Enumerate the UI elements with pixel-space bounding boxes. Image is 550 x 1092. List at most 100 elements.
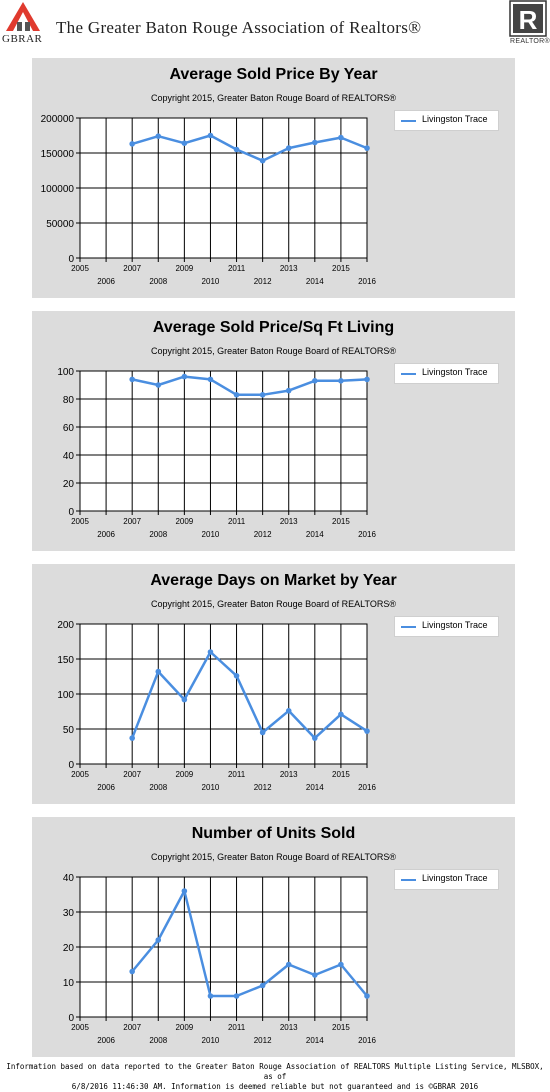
data-point (155, 382, 162, 388)
data-point (129, 376, 135, 383)
x-tick-label: 2011 (228, 517, 246, 526)
x-tick-label: 2014 (306, 1036, 324, 1045)
series-line (131, 650, 368, 740)
x-tick-label: 2013 (280, 264, 298, 273)
x-tick-label: 2005 (71, 770, 89, 779)
line-chart: 2005200620072008200920102011201220132014… (63, 873, 377, 1045)
legend-line-swatch (401, 879, 416, 881)
data-point (364, 993, 370, 999)
association-title: The Greater Baton Rouge Association of R… (56, 18, 422, 37)
y-tick-label: 40 (63, 451, 75, 462)
chart-subtitle: Copyright 2015, Greater Baton Rouge Boar… (151, 346, 396, 356)
y-tick-label: 10 (63, 978, 75, 989)
data-point (338, 961, 344, 968)
data-point (285, 708, 292, 714)
plot-border (79, 117, 368, 259)
data-point (155, 668, 162, 675)
realtor-logo[interactable]: R REALTOR® (509, 0, 550, 48)
x-tick-label: 2010 (202, 277, 220, 286)
chart-subtitle: Copyright 2015, Greater Baton Rouge Boar… (151, 852, 396, 862)
realtor-logo-text: REALTOR® (510, 38, 550, 45)
data-point (364, 145, 370, 151)
legend-line-swatch (401, 626, 416, 628)
x-tick-label: 2013 (280, 517, 298, 526)
data-point (338, 378, 344, 384)
x-tick-label: 2016 (358, 530, 376, 539)
x-tick-label: 2015 (332, 517, 350, 526)
x-tick-label: 2007 (123, 770, 141, 779)
y-tick-label: 100 (57, 367, 74, 378)
line-chart: 2005200620072008200920102011201220132014… (41, 114, 377, 286)
x-tick-label: 2012 (254, 277, 272, 286)
chart-title: Number of Units Sold (191, 825, 356, 842)
data-point (233, 673, 240, 679)
data-point (285, 145, 292, 151)
x-tick-label: 2016 (358, 783, 376, 792)
data-point (207, 132, 214, 139)
y-tick-label: 20 (63, 479, 75, 490)
data-point (364, 728, 370, 734)
x-tick-label: 2009 (175, 264, 193, 273)
svg-text:R: R (519, 5, 538, 35)
x-tick-label: 2008 (149, 277, 167, 286)
data-point (364, 376, 370, 383)
data-point (338, 134, 344, 141)
x-tick-label: 2009 (175, 770, 193, 779)
x-tick-label: 2007 (123, 517, 141, 526)
x-tick-label: 2016 (358, 277, 376, 286)
x-tick-label: 2011 (228, 1023, 246, 1032)
x-tick-label: 2006 (97, 277, 115, 286)
x-tick-label: 2008 (149, 530, 167, 539)
chart-legend: Livingston Trace (394, 110, 499, 131)
y-tick-label: 200000 (41, 114, 75, 125)
plot-border (79, 623, 368, 765)
data-point (181, 696, 188, 703)
gbrar-logo[interactable]: GBRAR (0, 0, 52, 48)
y-tick-label: 80 (63, 395, 75, 406)
chart-legend: Livingston Trace (394, 363, 499, 384)
legend-label: Livingston Trace (422, 873, 488, 883)
gbrar-logo-icon (6, 2, 40, 31)
y-tick-label: 20 (63, 943, 75, 954)
y-tick-label: 0 (68, 507, 74, 518)
y-tick-label: 40 (63, 873, 75, 884)
x-tick-label: 2012 (254, 1036, 272, 1045)
legend-label: Livingston Trace (422, 114, 488, 124)
header: GBRAR The Greater Baton Rouge Associatio… (0, 0, 550, 48)
data-point (233, 993, 240, 999)
gbrar-logo-text: GBRAR (2, 33, 43, 45)
footer-disclaimer: Information based on data reported to th… (0, 1062, 550, 1092)
x-tick-label: 2014 (306, 530, 324, 539)
data-point (312, 378, 318, 384)
data-point (207, 993, 214, 999)
x-tick-label: 2005 (71, 264, 89, 273)
data-point (181, 140, 188, 146)
legend-line-swatch (401, 373, 416, 375)
data-point (181, 373, 188, 380)
y-tick-label: 100000 (41, 184, 75, 195)
x-tick-label: 2014 (306, 277, 324, 286)
data-point (181, 888, 188, 894)
x-tick-label: 2005 (71, 1023, 89, 1032)
data-point (338, 711, 344, 718)
line-chart: 2005200620072008200920102011201220132014… (57, 620, 376, 792)
footer-line-1: Information based on data reported to th… (6, 1062, 544, 1081)
x-tick-label: 2010 (202, 1036, 220, 1045)
line-chart: 2005200620072008200920102011201220132014… (57, 367, 376, 539)
x-tick-label: 2005 (71, 517, 89, 526)
data-point (259, 392, 266, 398)
plot-border (79, 370, 368, 512)
data-point (285, 387, 292, 394)
y-tick-label: 150000 (41, 149, 75, 160)
y-tick-label: 150 (57, 655, 74, 666)
data-point (259, 157, 266, 164)
data-point (233, 146, 240, 153)
data-point (207, 649, 214, 655)
y-tick-label: 60 (63, 423, 75, 434)
x-tick-label: 2012 (254, 783, 272, 792)
series-line (131, 134, 368, 162)
chart-panel-price-per-sqft: Average Sold Price/Sq Ft Living Copyrigh… (32, 311, 515, 551)
data-point (259, 729, 266, 736)
x-tick-label: 2015 (332, 1023, 350, 1032)
y-tick-label: 50 (63, 725, 75, 736)
